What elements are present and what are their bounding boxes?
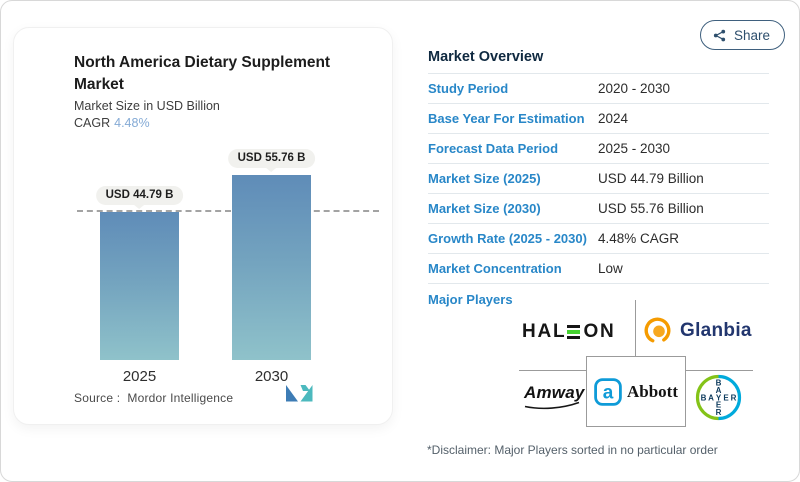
bar-value-label-2030: USD 55.76 B: [227, 149, 316, 169]
row-value: 2024: [598, 111, 629, 126]
table-row-market-concentration: Market Concentration Low: [428, 254, 769, 284]
cagr-label: CAGR: [74, 116, 111, 130]
bar-value-text: USD 55.76 B: [237, 152, 306, 165]
source-label: Source :: [74, 391, 121, 405]
row-value: 4.48% CAGR: [598, 231, 680, 246]
glanbia-text: Glanbia: [680, 319, 752, 341]
bar-column-2030: [232, 175, 311, 360]
reference-line: [77, 209, 379, 212]
share-button[interactable]: Share: [700, 20, 786, 50]
table-row-market-size-2025: Market Size (2025) USD 44.79 Billion: [428, 164, 769, 194]
bayer-logo: B A Y E R B A E R: [695, 374, 742, 426]
disclaimer-text: *Disclaimer: Major Players sorted in no …: [427, 443, 718, 457]
row-value: 2025 - 2030: [598, 141, 671, 156]
bar-value-label-2025: USD 44.79 B: [95, 185, 184, 205]
table-row-study-period: Study Period 2020 - 2030: [428, 74, 769, 104]
x-axis-label-2030: 2030: [254, 368, 289, 385]
row-label: Study Period: [428, 81, 509, 96]
players-vertical-divider: [635, 300, 636, 356]
share-icon: [712, 28, 727, 43]
abbott-logo: a Abbott: [586, 356, 686, 427]
major-players-label: Major Players: [428, 292, 513, 307]
bar-value-text: USD 44.79 B: [105, 188, 174, 201]
row-label: Market Size (2025): [428, 171, 541, 186]
svg-text:R: R: [716, 408, 722, 417]
glanbia-ring-icon: [642, 315, 673, 346]
svg-text:B: B: [701, 393, 707, 402]
table-row-growth-rate: Growth Rate (2025 - 2030) 4.48% CAGR: [428, 224, 769, 254]
abbott-symbol-icon: a: [594, 377, 622, 406]
amway-underline-icon: [524, 401, 580, 410]
svg-text:A: A: [716, 386, 722, 395]
svg-text:A: A: [708, 393, 714, 402]
source-value: Mordor Intelligence: [127, 391, 234, 405]
row-value: 2020 - 2030: [598, 81, 671, 96]
mordor-intelligence-logo-icon: [286, 385, 313, 407]
market-overview-heading: Market Overview: [428, 49, 544, 65]
row-value: USD 44.79 Billion: [598, 171, 704, 186]
cagr-value: 4.48%: [114, 116, 150, 130]
market-chart-card: North America Dietary Supplement Market …: [13, 27, 393, 425]
svg-text:B: B: [716, 379, 722, 388]
market-overview-table: Study Period 2020 - 2030 Base Year For E…: [428, 73, 769, 284]
row-label: Base Year For Estimation: [428, 111, 585, 126]
table-row-forecast-period: Forecast Data Period 2025 - 2030: [428, 134, 769, 164]
row-label: Forecast Data Period: [428, 141, 559, 156]
row-value: Low: [598, 261, 623, 276]
haleon-logo: HAL ON: [522, 321, 616, 343]
haleon-text-prefix: HAL: [522, 321, 567, 342]
svg-text:Y: Y: [716, 393, 722, 402]
chart-cagr-line: CAGR 4.48%: [74, 116, 150, 130]
bar-column-2025: [100, 211, 179, 360]
row-label: Market Size (2030): [428, 201, 541, 216]
chart-title: North America Dietary Supplement Market: [74, 54, 331, 94]
svg-text:E: E: [723, 393, 729, 402]
svg-text:a: a: [603, 382, 614, 403]
row-label: Market Concentration: [428, 261, 562, 276]
chart-subtitle: Market Size in USD Billion: [74, 99, 220, 113]
haleon-e-icon: [567, 324, 581, 340]
svg-text:E: E: [716, 401, 722, 410]
table-row-base-year: Base Year For Estimation 2024: [428, 104, 769, 134]
amway-text: Amway: [524, 383, 585, 402]
amway-logo: Amway: [524, 383, 585, 410]
haleon-text-suffix: ON: [583, 321, 616, 342]
share-button-label: Share: [734, 27, 771, 43]
glanbia-logo: Glanbia: [642, 315, 752, 346]
svg-text:R: R: [731, 393, 737, 402]
row-label: Growth Rate (2025 - 2030): [428, 231, 587, 246]
x-axis-label-2025: 2025: [122, 368, 157, 385]
table-row-market-size-2030: Market Size (2030) USD 55.76 Billion: [428, 194, 769, 224]
row-value: USD 55.76 Billion: [598, 201, 704, 216]
source-line: Source : Mordor Intelligence: [74, 391, 233, 405]
abbott-text: Abbott: [626, 381, 678, 401]
